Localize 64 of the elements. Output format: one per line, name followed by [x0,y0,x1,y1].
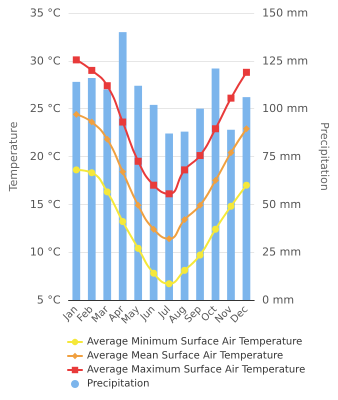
point [242,68,250,76]
bar [118,32,127,300]
legend-label: Average Maximum Surface Air Temperature [87,364,306,376]
point [212,226,220,233]
legend-label: Average Mean Surface Air Temperature [87,350,284,362]
point [134,244,142,252]
bar [227,130,235,300]
x-tick-label: Jun [138,304,158,324]
y2-tick-label: 125 mm [262,54,308,68]
y2-axis-title: Precipitation [318,122,331,191]
y-tick-label: 25 °C [30,102,61,116]
bar [212,68,220,300]
legend-label: Average Minimum Surface Air Temperature [87,336,302,348]
bar [165,134,173,300]
point [166,280,173,288]
point [88,66,96,74]
point [181,216,188,224]
point [104,136,111,143]
y-axis-title: Temperature [7,121,20,192]
bar [72,82,80,300]
point [104,82,111,90]
point [242,182,250,189]
bar [103,90,112,300]
y-tick-label: 30 °C [30,54,61,68]
point [72,110,80,118]
point [150,226,158,233]
point [72,56,80,64]
point [119,168,126,176]
y2-tick-label: 0 mm [262,294,294,306]
point [134,202,142,209]
point [166,190,173,198]
point [150,270,158,277]
y2-tick-label: 50 mm [262,198,302,211]
y2-tick-label: 75 mm [262,150,302,163]
point [227,94,234,102]
y2-tick-label: 150 mm [262,6,308,20]
point [227,202,234,210]
point [181,266,188,274]
point [88,169,96,176]
y-tick-label: 20 °C [30,150,61,163]
point [242,125,250,132]
point [212,125,220,132]
x-tick-label: Dec [228,304,250,326]
y-tick-label: 10 °C [30,246,61,259]
y2-tick-label: 25 mm [262,246,302,259]
point [227,149,234,156]
bar [88,78,96,300]
point [166,235,173,242]
point [181,166,188,174]
bar [242,97,250,300]
y-tick-label: 5 °C [36,294,61,306]
point [72,166,80,174]
point [212,176,220,184]
y-tick-label: 35 °C [30,6,61,20]
y-tick-label: 15 °C [30,198,61,211]
point [104,188,111,196]
point [150,182,158,189]
point [119,218,126,226]
bar [150,104,158,300]
point [134,158,142,165]
point [88,118,96,126]
y2-tick-label: 100 mm [262,102,308,116]
point [119,118,126,126]
legend-label: Precipitation [87,378,150,390]
